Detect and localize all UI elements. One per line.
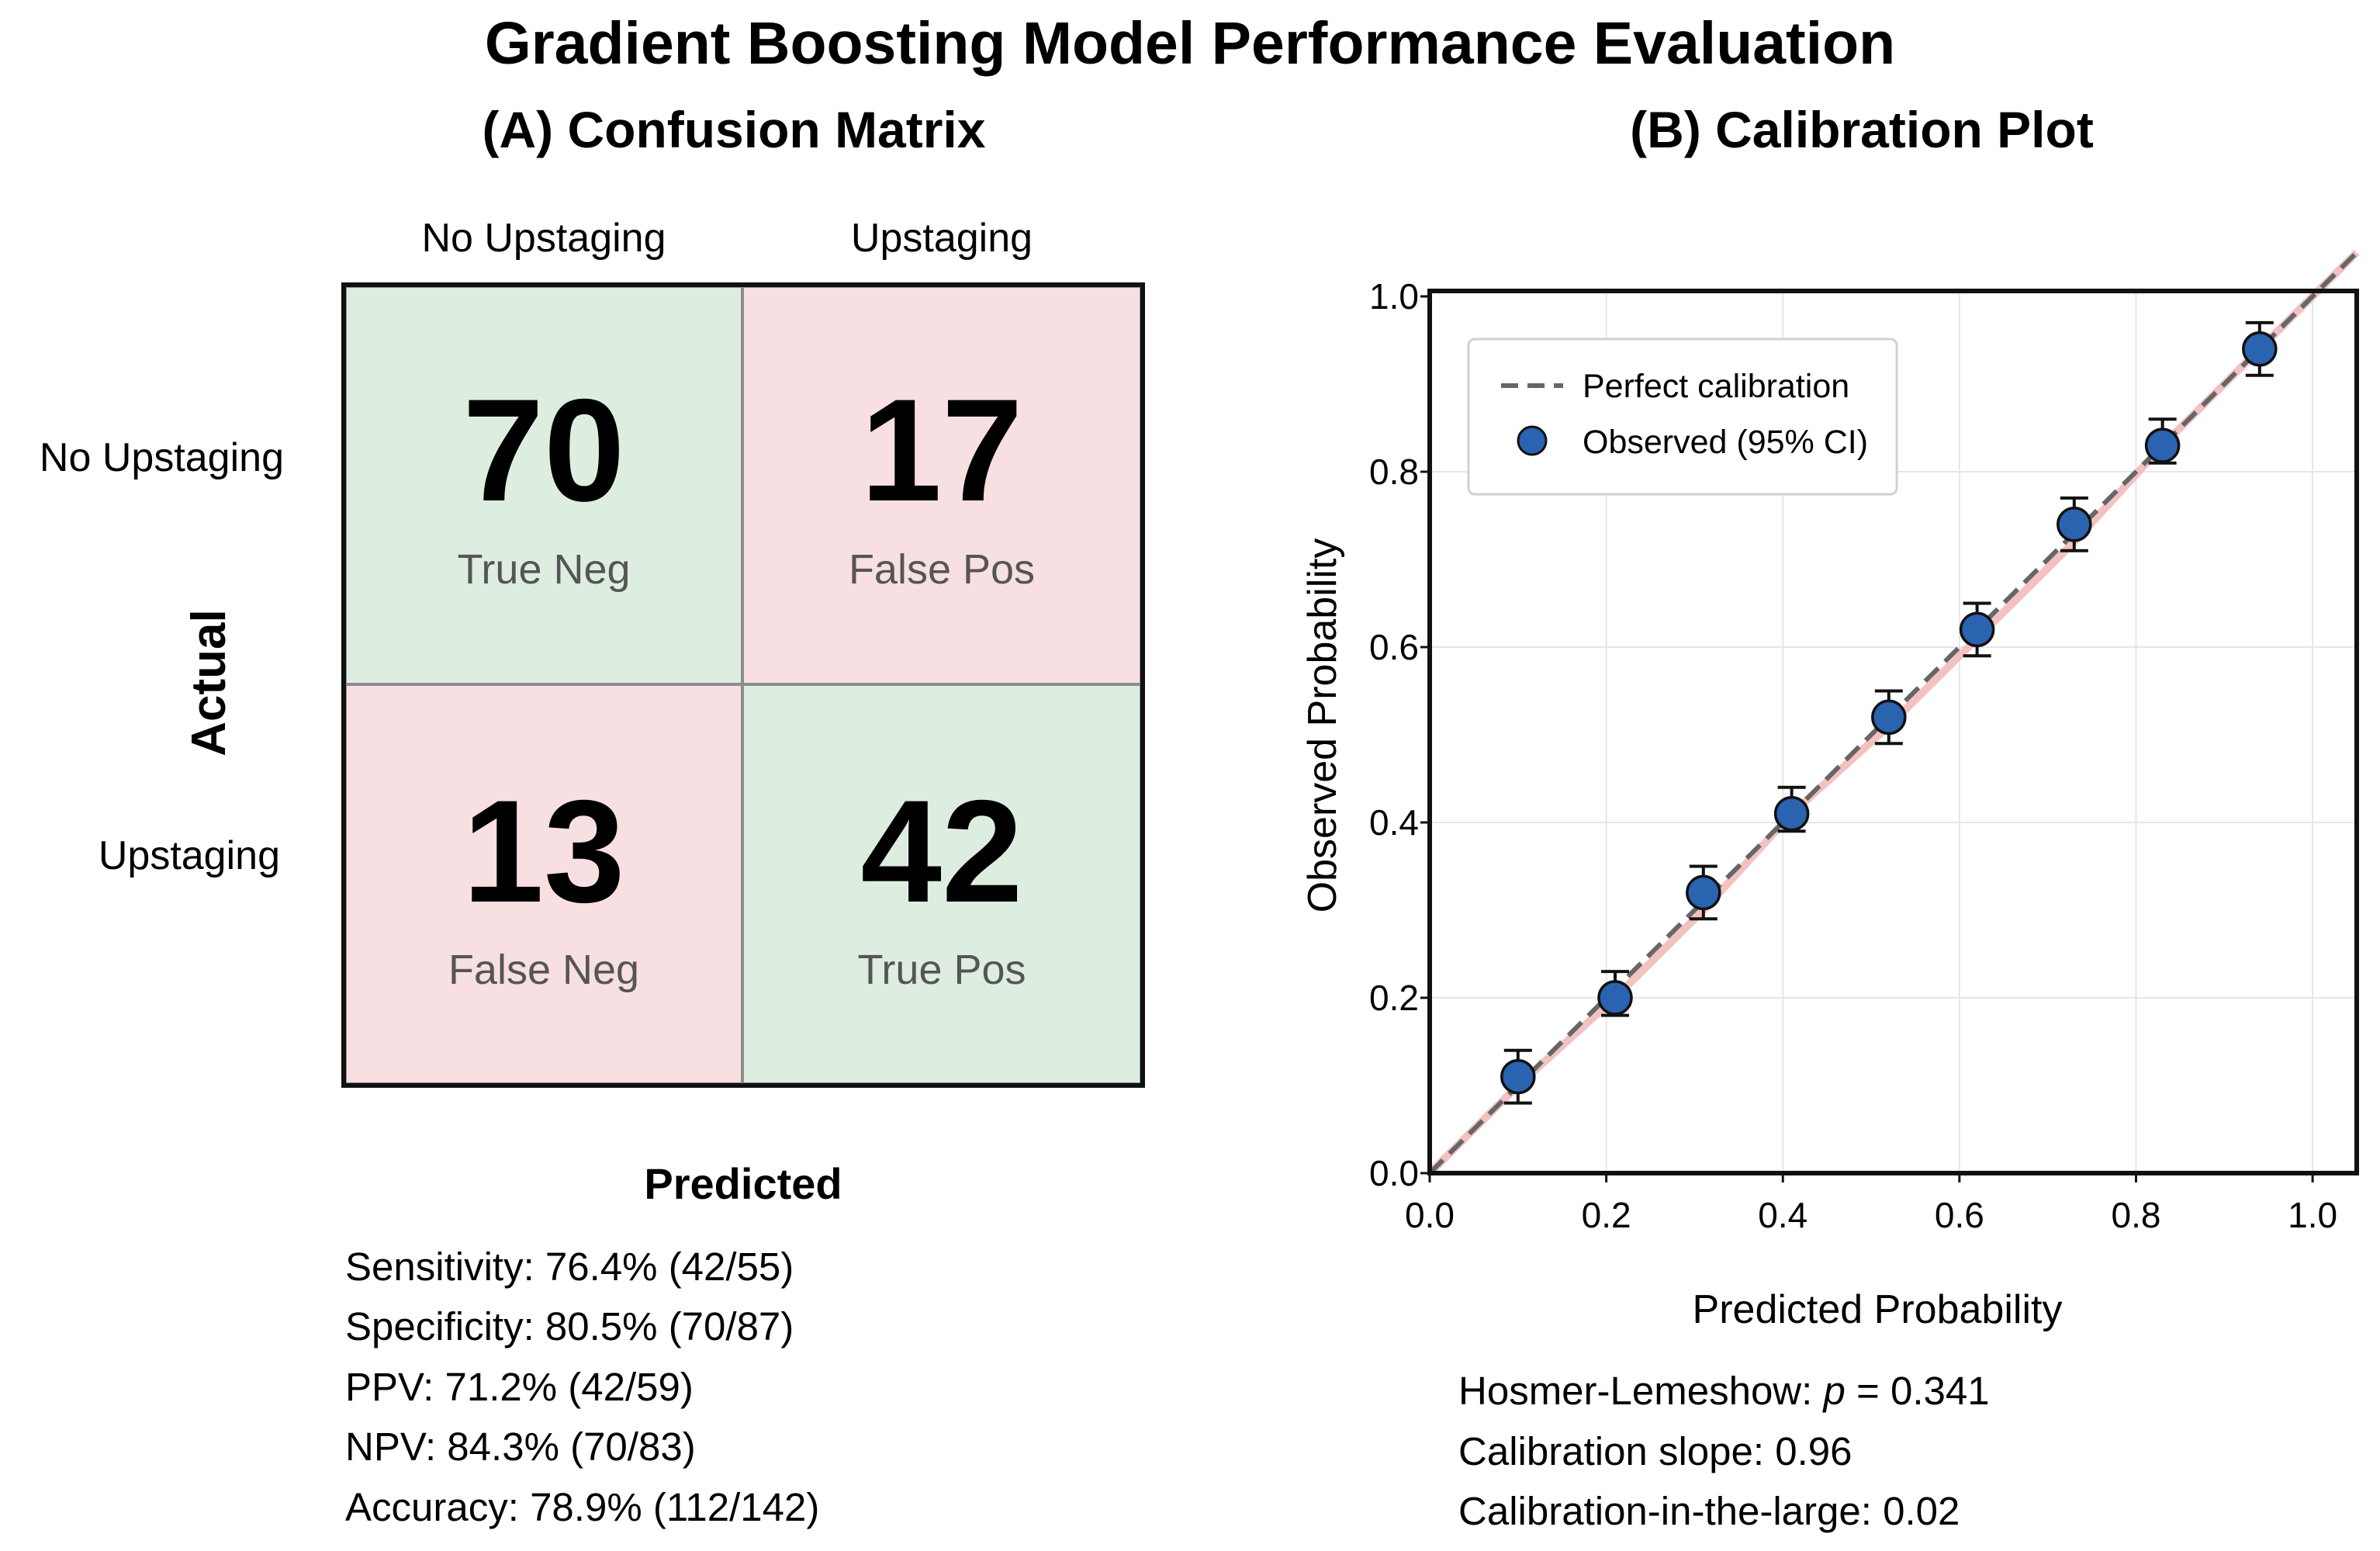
confusion-matrix-title: (A) Confusion Matrix bbox=[483, 101, 986, 158]
col-label-no-upstaging: No Upstaging bbox=[421, 216, 666, 261]
observed-point bbox=[1773, 795, 1810, 832]
y-tick-label: 0.0 bbox=[1369, 1153, 1419, 1193]
calibration-large-stat: Calibration-in-the-large: 0.02 bbox=[1458, 1489, 1960, 1533]
metric-ppv: PPV: 71.2% (42/59) bbox=[345, 1365, 694, 1409]
x-tick-label: 1.0 bbox=[2288, 1195, 2337, 1235]
cell-label-false-positive: False Pos bbox=[849, 546, 1035, 593]
x-tick-label: 0.8 bbox=[2111, 1195, 2160, 1235]
col-label-upstaging: Upstaging bbox=[851, 216, 1033, 261]
cell-value-false-negative: 13 bbox=[462, 770, 624, 933]
x-tick-label: 0.0 bbox=[1405, 1195, 1455, 1235]
cell-true-positive bbox=[741, 683, 1143, 1085]
cell-true-negative bbox=[344, 285, 744, 686]
observed-point bbox=[2242, 331, 2278, 367]
x-tick-label: 0.4 bbox=[1758, 1195, 1807, 1235]
observed-point bbox=[2144, 428, 2181, 463]
calibration-series bbox=[1427, 249, 2360, 1176]
calibration-slope-stat: Calibration slope: 0.96 bbox=[1458, 1429, 1852, 1473]
cell-false-positive bbox=[741, 285, 1143, 686]
cell-false-negative bbox=[344, 683, 744, 1085]
y-axis-label: Observed Probability bbox=[1300, 538, 1345, 913]
cell-label-true-positive: True Pos bbox=[857, 947, 1026, 993]
observed-point bbox=[1500, 1058, 1536, 1095]
y-tick-label: 0.8 bbox=[1369, 452, 1419, 492]
gridlines bbox=[1430, 291, 2357, 1173]
x-tick-label: 0.2 bbox=[1582, 1195, 1631, 1235]
row-label-no-upstaging: No Upstaging bbox=[40, 435, 284, 480]
row-label-upstaging: Upstaging bbox=[99, 833, 280, 878]
actual-axis-label: Actual bbox=[182, 609, 236, 756]
hosmer-value: = 0.341 bbox=[1846, 1369, 1990, 1413]
y-tick-label: 0.6 bbox=[1369, 627, 1419, 667]
figure-title: Gradient Boosting Model Performance Eval… bbox=[485, 10, 1895, 77]
axis-ticks: 0.0 0.2 0.4 0.6 0.8 1.0 0.0 0.2 0.4 0.6 0.8 1.0 bbox=[1369, 276, 2337, 1235]
x-tick-label: 0.6 bbox=[1935, 1195, 1984, 1235]
y-tick-label: 0.4 bbox=[1369, 802, 1419, 843]
legend-marker-icon bbox=[1517, 425, 1548, 456]
observed-point bbox=[1686, 874, 1721, 911]
legend: Perfect calibration Observed (95% CI) bbox=[1467, 338, 1898, 496]
observed-point bbox=[2057, 507, 2092, 542]
x-axis-label: Predicted Probability bbox=[1693, 1287, 2063, 1332]
confusion-matrix: 70 True Neg 17 False Pos 13 False Neg 42… bbox=[341, 282, 1145, 1088]
cell-value-true-negative: 70 bbox=[462, 369, 624, 531]
metrics-list: Sensitivity: 76.4% (42/55) Specificity: … bbox=[345, 1245, 819, 1529]
observed-point bbox=[1959, 611, 1995, 648]
cell-label-false-negative: False Neg bbox=[448, 947, 639, 993]
hosmer-prefix: Hosmer-Lemeshow: bbox=[1458, 1369, 1823, 1413]
observed-point bbox=[1871, 699, 1907, 736]
legend-box bbox=[1467, 338, 1898, 496]
calibration-plot-title: (B) Calibration Plot bbox=[1630, 101, 2094, 158]
y-tick-label: 1.0 bbox=[1369, 276, 1419, 317]
calibration-stats: Hosmer-Lemeshow: p = 0.341 Calibration s… bbox=[1458, 1369, 1990, 1533]
metric-accuracy: Accuracy: 78.9% (112/142) bbox=[345, 1485, 819, 1529]
cell-value-true-positive: 42 bbox=[860, 770, 1022, 933]
hosmer-lemeshow-stat: Hosmer-Lemeshow: p = 0.341 bbox=[1458, 1369, 1990, 1413]
calibration-plot: 0.0 0.2 0.4 0.6 0.8 1.0 0.0 0.2 0.4 0.6 0.8 1.0 Pre… bbox=[1300, 249, 2360, 1332]
observed-point bbox=[1597, 980, 1633, 1016]
y-tick-label: 0.2 bbox=[1369, 978, 1419, 1018]
plot-frame bbox=[1427, 289, 2359, 1175]
metric-sensitivity: Sensitivity: 76.4% (42/55) bbox=[345, 1245, 794, 1289]
predicted-axis-label: Predicted bbox=[644, 1159, 842, 1208]
cell-label-true-negative: True Neg bbox=[457, 546, 630, 593]
legend-label-perfect: Perfect calibration bbox=[1583, 368, 1849, 405]
cell-value-false-positive: 17 bbox=[860, 369, 1022, 531]
metric-specificity: Specificity: 80.5% (70/87) bbox=[345, 1304, 794, 1348]
hosmer-p-symbol: p bbox=[1821, 1369, 1845, 1413]
metric-npv: NPV: 84.3% (70/83) bbox=[345, 1425, 696, 1469]
matrix-border bbox=[341, 282, 1145, 1088]
legend-label-observed: Observed (95% CI) bbox=[1583, 424, 1868, 461]
